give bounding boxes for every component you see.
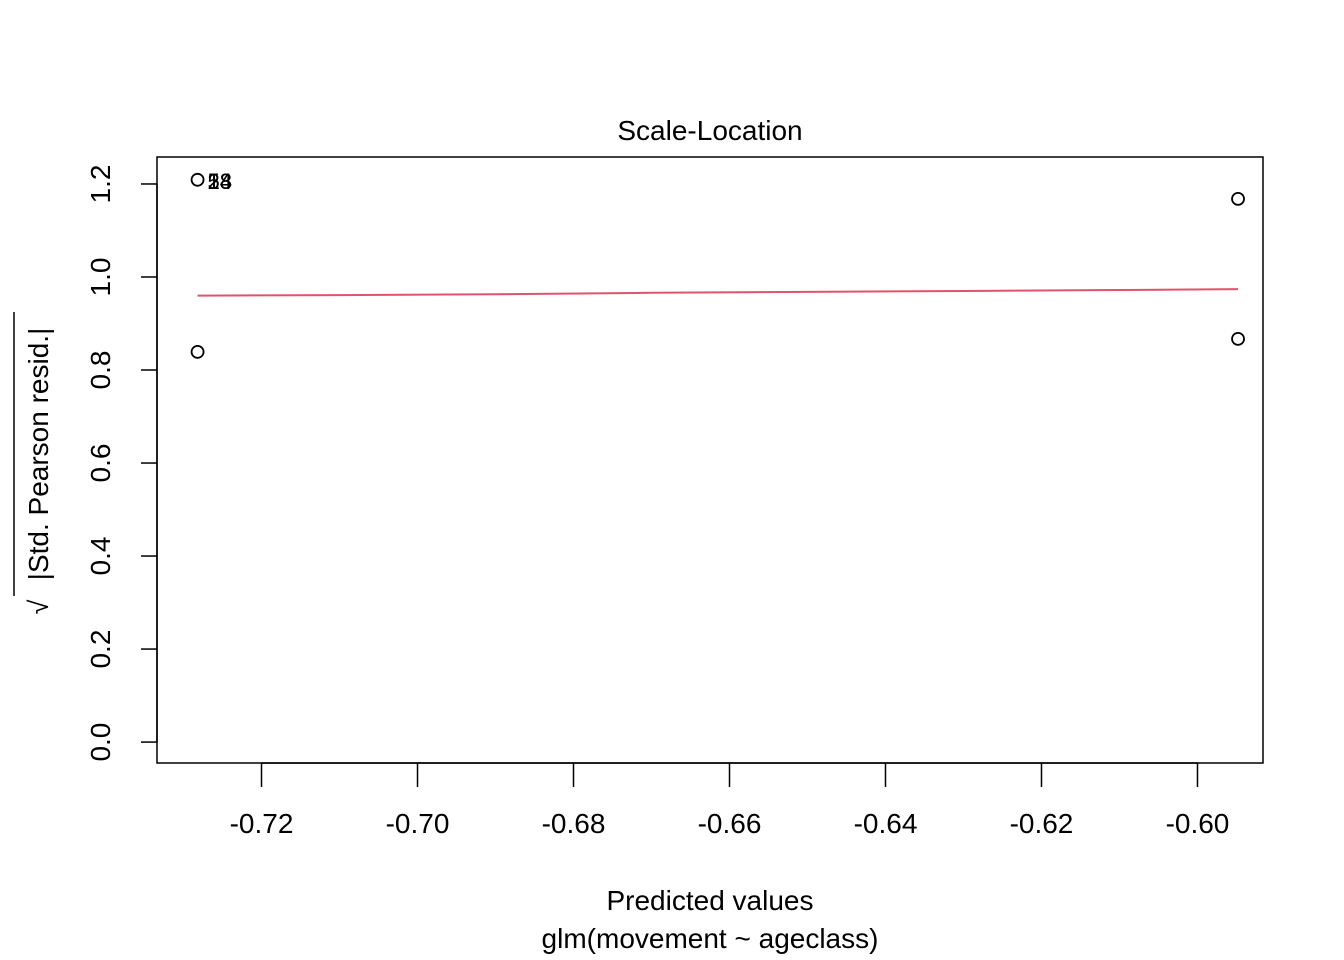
plot-box <box>156 156 1264 764</box>
x-tick-label: -0.66 <box>698 808 762 839</box>
y-tick-label: 0.6 <box>85 444 116 483</box>
data-point <box>190 172 205 187</box>
x-tick-label: -0.68 <box>542 808 606 839</box>
y-axis-label: √ |Std. Pearson resid.| <box>13 312 54 614</box>
y-tick-label: 0.0 <box>85 723 116 762</box>
y-tick-label: 1.0 <box>85 258 116 297</box>
x-tick-label: -0.62 <box>1010 808 1074 839</box>
data-point <box>1231 331 1245 346</box>
y-axis-label-text: |Std. Pearson resid.| <box>23 328 54 581</box>
y-axis-label-radical: √ <box>24 599 54 614</box>
point-label: 14 <box>208 169 232 194</box>
smooth-line-layer <box>197 288 1239 297</box>
point-label: 53 <box>208 169 232 194</box>
x-tick-label: -0.64 <box>854 808 918 839</box>
x-tick-label: -0.72 <box>230 808 294 839</box>
x-tick-label: -0.70 <box>386 808 450 839</box>
y-tick-label: 0.2 <box>85 630 116 669</box>
y-tick-label: 1.2 <box>85 165 116 204</box>
y-axis: 0.0 0.2 0.4 0.6 0.8 1.0 1.2 <box>85 165 158 762</box>
chart-title: Scale-Location <box>617 115 802 146</box>
x-axis: -0.72 -0.70 -0.68 -0.66 -0.64 -0.62 -0.60 <box>230 762 1230 839</box>
data-point <box>1231 191 1245 206</box>
x-axis-label: Predicted values <box>606 885 813 916</box>
point-label: 28 <box>208 169 232 194</box>
y-tick-label: 0.4 <box>85 537 116 576</box>
smooth-line <box>197 288 1239 297</box>
y-tick-label: 0.8 <box>85 351 116 390</box>
x-axis-sublabel: glm(movement ~ ageclass) <box>542 923 879 954</box>
x-tick-label: -0.60 <box>1166 808 1230 839</box>
points-layer <box>190 172 1245 359</box>
data-point <box>190 344 205 359</box>
